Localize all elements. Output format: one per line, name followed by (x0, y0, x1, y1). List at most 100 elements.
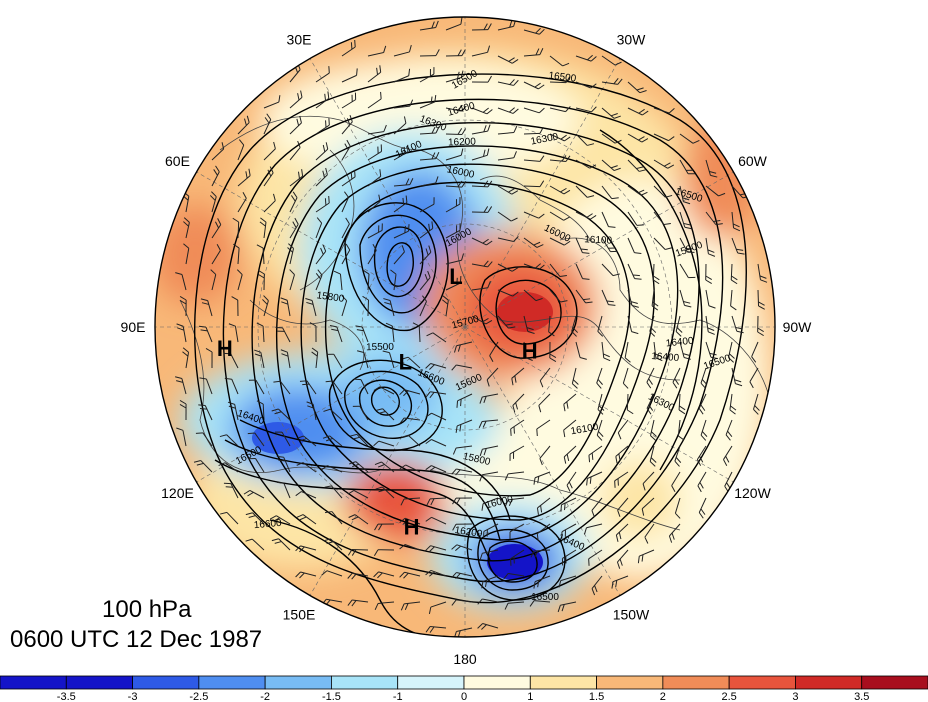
wind-barb (401, 434, 421, 447)
wind-barb (287, 243, 295, 265)
wind-barb (591, 575, 603, 596)
wind-barb (696, 445, 707, 466)
longitude-label: 30W (617, 31, 647, 47)
wind-barb (679, 263, 696, 279)
wind-barb (749, 367, 759, 389)
wind-barb (305, 298, 317, 317)
wind-barb (471, 260, 493, 268)
wind-barb (400, 497, 421, 506)
wind-barb (539, 367, 551, 388)
wind-barb (350, 433, 369, 447)
colorbar-swatch (132, 675, 200, 690)
wind-barb (729, 393, 737, 415)
wind-barb (289, 115, 302, 135)
wind-barb (644, 523, 655, 544)
wind-barb (419, 67, 435, 83)
wind-barb (705, 315, 715, 335)
wind-barb (280, 349, 291, 369)
wind-barb (233, 243, 240, 265)
wind-barb (445, 17, 463, 31)
wind-barb (571, 315, 578, 337)
wind-barb (705, 237, 716, 257)
wind-barb (533, 575, 551, 589)
meridian-line (464, 171, 734, 328)
wind-barb (367, 194, 381, 213)
wind-barb (731, 211, 741, 232)
wind-barb (575, 159, 597, 169)
colorbar-swatch (65, 675, 133, 690)
wind-barb (679, 289, 692, 308)
meridian-line (309, 326, 466, 596)
wind-barb (698, 497, 707, 519)
wind-barb (679, 185, 691, 205)
wind-barb (176, 427, 187, 447)
wind-barb (596, 419, 604, 441)
wind-barb (425, 569, 447, 577)
wind-barb (289, 191, 298, 213)
wind-barb (367, 169, 382, 187)
map-boundary (154, 16, 776, 638)
wind-barb (705, 289, 716, 309)
polar-stereographic-map: 16500 16500164001630016200161001600016300… (121, 0, 813, 667)
wind-barb (428, 601, 447, 615)
wind-barb (601, 77, 623, 85)
wind-barb (390, 269, 397, 291)
wind-barb (668, 523, 681, 543)
wind-barb (198, 325, 213, 343)
wind-barb (295, 571, 317, 579)
wind-barb (333, 270, 343, 291)
wind-barb (401, 356, 421, 369)
wind-barb (497, 55, 519, 64)
wind-barb (347, 489, 369, 499)
wind-barb (583, 523, 603, 535)
wind-barb (674, 497, 681, 519)
wind-barb (509, 445, 525, 461)
wind-barb (697, 471, 707, 493)
wind-barb (486, 367, 499, 387)
wind-barb (374, 601, 395, 611)
wind-barb (575, 289, 593, 304)
wind-barb (341, 139, 351, 161)
wind-barb (271, 408, 291, 421)
longitude-label: 90W (783, 319, 813, 335)
wind-barb (497, 236, 519, 243)
wind-barb (601, 263, 620, 277)
wind-barb (481, 497, 499, 511)
colorbar-swatch (397, 675, 465, 690)
wind-barb (504, 601, 525, 610)
wind-barb (419, 20, 439, 31)
wind-barb (523, 315, 535, 334)
wind-barb (205, 348, 213, 369)
wind-barb (601, 159, 621, 172)
wind-barb (452, 497, 473, 505)
wind-barb (523, 237, 544, 248)
wind-barb (323, 408, 343, 421)
wind-barb (479, 549, 499, 561)
wind-barb (385, 322, 395, 343)
wind-barb (419, 49, 440, 57)
wind-barb (232, 217, 240, 239)
wind-barb (627, 237, 642, 254)
wind-barb (353, 378, 369, 395)
wind-barb (731, 315, 744, 334)
contour-label: 15800 (316, 290, 346, 305)
pressure-centers: H H H L L (217, 264, 538, 540)
wind-barb (530, 549, 551, 558)
wind-barb (289, 140, 301, 161)
longitude-label: 30E (287, 31, 312, 47)
wind-barb (445, 223, 461, 239)
wind-barb (258, 269, 265, 291)
wind-barb (263, 166, 274, 187)
wind-barb (597, 393, 605, 415)
wind-barb (315, 118, 330, 135)
wind-barb (497, 263, 519, 272)
wind-barb (497, 211, 518, 222)
wind-barb (315, 244, 327, 265)
wind-barb (549, 289, 568, 303)
wind-barb (393, 178, 414, 187)
wind-barb (419, 152, 440, 161)
wind-barb (571, 367, 579, 389)
wind-barb (641, 497, 655, 516)
wind-barb (650, 419, 657, 441)
colorbar-swatch (795, 675, 863, 690)
